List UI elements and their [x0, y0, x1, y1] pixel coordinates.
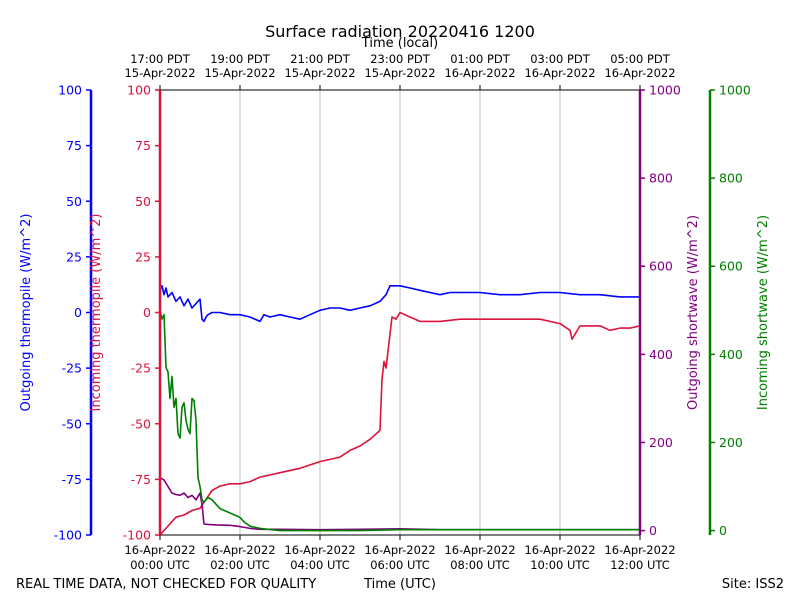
y-tick-label: 100 — [58, 83, 82, 98]
y-axis-title-in_sw: Incoming shortwave (W/m^2) — [756, 215, 771, 410]
x-tick-date-label: 16-Apr-2022 — [364, 543, 435, 557]
top-tick-date-label: 15-Apr-2022 — [124, 66, 195, 80]
y-tick-label: 600 — [649, 259, 673, 274]
y-tick-label: 0 — [719, 523, 727, 538]
y-tick-label: -50 — [131, 416, 151, 431]
y-tick-label: 25 — [135, 249, 151, 264]
top-tick-date-label: 16-Apr-2022 — [604, 66, 675, 80]
x-tick-date-label: 16-Apr-2022 — [444, 543, 515, 557]
top-tick-time-label: 19:00 PDT — [210, 52, 271, 66]
y-tick-label: 1000 — [719, 83, 751, 98]
site-label: Site: ISS2 — [722, 577, 784, 592]
y-tick-label: 25 — [66, 249, 82, 264]
top-tick-date-label: 15-Apr-2022 — [204, 66, 275, 80]
y-axis-title-in_thermo: Incoming thermopile (W/m^2) — [89, 214, 104, 412]
x-tick-time-label: 02:00 UTC — [210, 558, 270, 572]
y-axis-title-out_thermo: Outgoing thermopile (W/m^2) — [19, 214, 34, 412]
y-tick-label: 1000 — [649, 83, 681, 98]
top-tick-date-label: 16-Apr-2022 — [524, 66, 595, 80]
x-axis-label: Time (UTC) — [363, 577, 436, 592]
axes — [86, 85, 715, 540]
y-tick-label: 400 — [649, 347, 673, 362]
y-tick-label: 0 — [649, 523, 657, 538]
y-tick-label: 0 — [143, 305, 151, 320]
y-tick-label: 600 — [719, 259, 743, 274]
y-tick-label: 50 — [66, 194, 82, 209]
y-tick-label: 200 — [719, 435, 743, 450]
top-tick-time-label: 23:00 PDT — [370, 52, 431, 66]
top-tick-time-label: 21:00 PDT — [290, 52, 351, 66]
x-tick-date-label: 16-Apr-2022 — [604, 543, 675, 557]
top-axis-label: Time (local) — [361, 36, 438, 51]
y-tick-label: -25 — [62, 361, 82, 376]
x-tick-time-label: 00:00 UTC — [130, 558, 190, 572]
top-tick-time-label: 05:00 PDT — [610, 52, 671, 66]
quality-note: REAL TIME DATA, NOT CHECKED FOR QUALITY — [16, 577, 316, 592]
top-tick-date-label: 15-Apr-2022 — [364, 66, 435, 80]
y-tick-label: 75 — [135, 138, 151, 153]
x-tick-date-label: 16-Apr-2022 — [204, 543, 275, 557]
x-tick-date-label: 16-Apr-2022 — [524, 543, 595, 557]
x-tick-date-label: 16-Apr-2022 — [124, 543, 195, 557]
x-tick-time-label: 06:00 UTC — [370, 558, 430, 572]
y-tick-label: 0 — [74, 305, 82, 320]
y-tick-label: -25 — [131, 361, 151, 376]
x-tick-time-label: 04:00 UTC — [290, 558, 350, 572]
y-tick-label: 50 — [135, 194, 151, 209]
top-tick-date-label: 16-Apr-2022 — [444, 66, 515, 80]
x-tick-time-label: 12:00 UTC — [610, 558, 670, 572]
y-tick-label: 800 — [649, 171, 673, 186]
y-tick-label: -75 — [62, 472, 82, 487]
x-tick-time-label: 10:00 UTC — [530, 558, 590, 572]
top-tick-time-label: 17:00 PDT — [130, 52, 191, 66]
y-tick-label: 100 — [127, 83, 151, 98]
series-lines — [159, 284, 641, 536]
x-tick-time-label: 08:00 UTC — [450, 558, 510, 572]
top-tick-date-label: 15-Apr-2022 — [284, 66, 355, 80]
top-tick-time-label: 03:00 PDT — [530, 52, 591, 66]
series-line-in_sw — [159, 310, 640, 532]
y-tick-label: 75 — [66, 138, 82, 153]
y-tick-label: 200 — [649, 435, 673, 450]
y-axis-title-out_sw: Outgoing shortwave (W/m^2) — [686, 215, 701, 410]
series-line-out_sw — [159, 476, 640, 531]
y-tick-label: -100 — [54, 528, 82, 543]
chart-title: Surface radiation 20220416 1200 — [265, 22, 535, 41]
y-tick-label: -75 — [131, 472, 151, 487]
y-tick-label: 400 — [719, 347, 743, 362]
top-tick-time-label: 01:00 PDT — [450, 52, 511, 66]
tick-labels: -100 -75 -50 -25 0 25 50 75 100 Outgoing thermopi… — [19, 52, 771, 572]
series-line-out_thermo — [159, 284, 640, 323]
y-tick-label: 800 — [719, 171, 743, 186]
y-tick-label: -50 — [62, 416, 82, 431]
x-tick-date-label: 16-Apr-2022 — [284, 543, 355, 557]
y-tick-label: -100 — [123, 528, 151, 543]
